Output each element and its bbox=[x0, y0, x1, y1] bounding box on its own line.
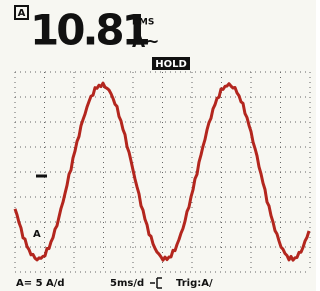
reading-mode: RMS bbox=[132, 18, 154, 28]
timebase-label: 5ms/d bbox=[110, 278, 144, 289]
channel-label: A bbox=[18, 8, 26, 19]
trace-label: A bbox=[33, 229, 41, 240]
scope-screen: A 10.81 RMS A~ HOLD A A= 5 A/d 5ms/d Tri… bbox=[0, 0, 316, 291]
hold-label: HOLD bbox=[155, 59, 187, 70]
trigger-label: Trig:A/ bbox=[176, 278, 213, 289]
reading-unit: A~ bbox=[132, 32, 159, 52]
reading-value: 10.81 bbox=[30, 6, 149, 55]
scale-label: A= 5 A/d bbox=[16, 278, 65, 289]
